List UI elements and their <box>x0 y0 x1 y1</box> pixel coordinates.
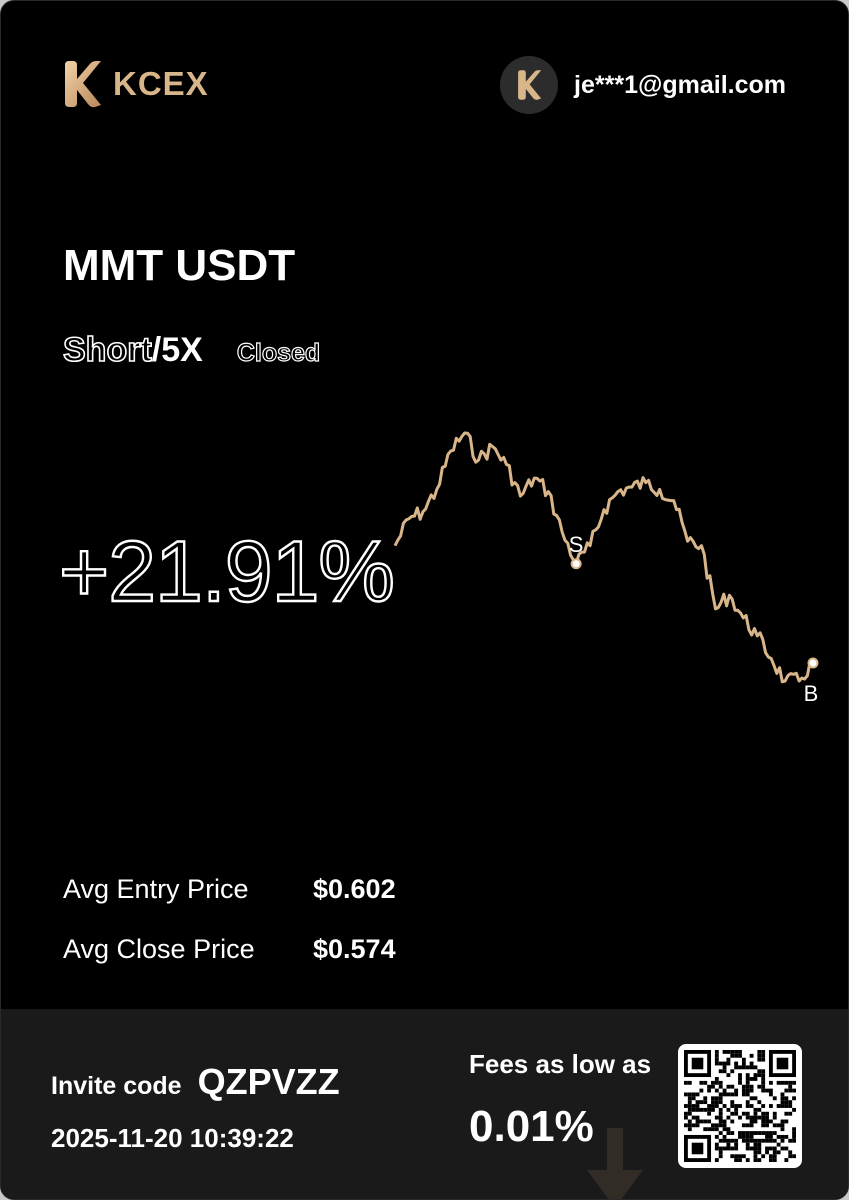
close-price-row: Avg Close Price $0.574 <box>63 919 396 979</box>
fees-value-wrap: 0.01% <box>469 1102 669 1199</box>
brand-name: KCEX <box>113 65 209 102</box>
trade-marker-b <box>807 657 819 669</box>
price-line <box>393 431 814 684</box>
timestamp: 2025-11-20 10:39:22 <box>51 1123 294 1153</box>
entry-price-label: Avg Entry Price <box>63 873 249 904</box>
position-status: Closed <box>236 338 321 367</box>
user-email: je***1@gmail.com <box>574 70 786 99</box>
pnl-percentage: +21.91% <box>58 523 396 621</box>
entry-price-row: Avg Entry Price $0.602 <box>63 859 396 919</box>
qr-code-icon <box>684 1050 796 1162</box>
fees-promo: Fees as low as 0.01% <box>469 1049 669 1199</box>
price-chart: SB <box>393 431 819 706</box>
kcex-avatar-icon <box>518 70 542 100</box>
invite-code[interactable]: QZPVZZ <box>197 1061 340 1102</box>
avatar <box>500 56 559 114</box>
close-price-value: $0.574 <box>313 933 396 964</box>
invite-code-block: Invite code QZPVZZ <box>51 1061 340 1103</box>
qr-code[interactable] <box>678 1044 802 1168</box>
invite-label: Invite code <box>51 1072 182 1100</box>
trade-marker-label-s: S <box>569 532 584 557</box>
kcex-logo-icon <box>65 61 101 108</box>
position-side: Short <box>62 330 152 370</box>
trading-pair: MMT USDT <box>63 241 296 290</box>
fees-label: Fees as low as <box>469 1049 652 1079</box>
footer: Invite code QZPVZZ 2025-11-20 10:39:22 F… <box>1 1009 848 1199</box>
fees-value: 0.01% <box>469 1102 594 1151</box>
trade-marker-label-b: B <box>804 681 819 706</box>
down-arrow-icon <box>587 1128 643 1199</box>
price-stats: Avg Entry Price $0.602 Avg Close Price $… <box>63 859 396 979</box>
user-info: je***1@gmail.com <box>500 56 786 114</box>
leverage: /5X <box>151 331 203 369</box>
trade-marker-s <box>570 558 582 570</box>
position-info: Short/5X Closed <box>62 330 321 370</box>
entry-price-value: $0.602 <box>313 873 396 904</box>
brand-logo: KCEX <box>59 59 209 109</box>
close-price-label: Avg Close Price <box>63 933 255 964</box>
